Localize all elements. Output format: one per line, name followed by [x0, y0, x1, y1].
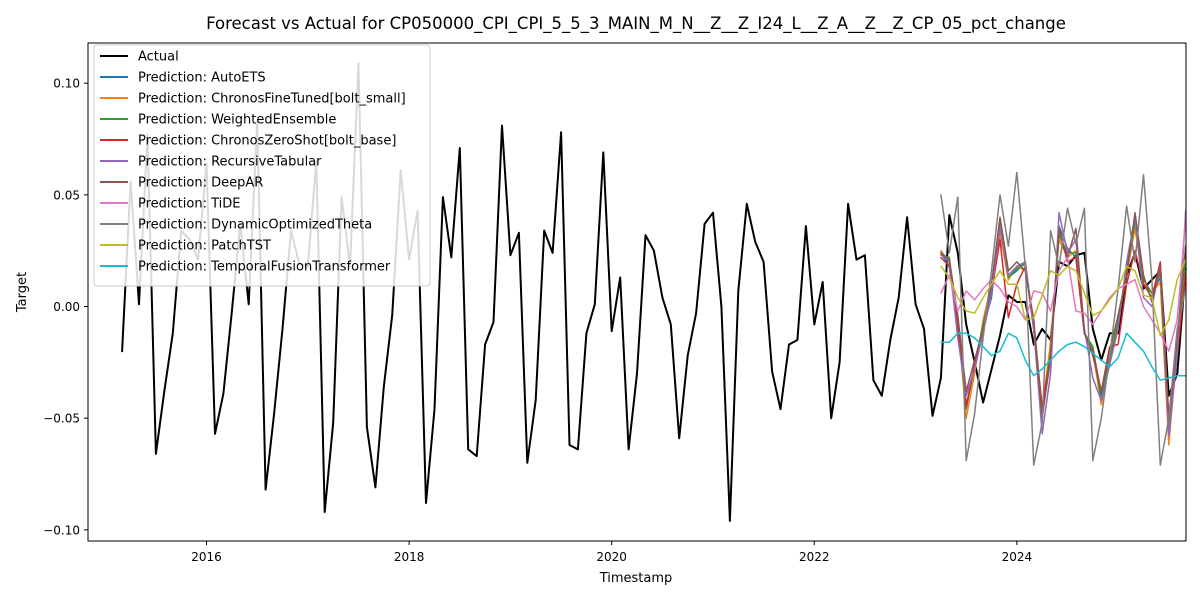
x-tick-label: 2022	[799, 550, 830, 564]
legend-label: Actual	[138, 50, 179, 65]
legend-label: Prediction: RecursiveTabular	[138, 155, 322, 170]
legend-label: Prediction: DynamicOptimizedTheta	[138, 218, 372, 233]
x-axis-label: Timestamp	[599, 571, 673, 586]
legend-label: Prediction: AutoETS	[138, 71, 266, 86]
y-tick-label: −0.10	[43, 523, 80, 537]
legend-label: Prediction: TiDE	[138, 197, 240, 212]
chart-title: Forecast vs Actual for CP050000_CPI_CPI_…	[206, 14, 1066, 34]
legend-label: Prediction: DeepAR	[138, 176, 263, 191]
plot-frame	[87, 42, 1187, 542]
x-tick-label: 2016	[191, 550, 222, 564]
series-line-prediction-deepar	[940, 211, 1187, 419]
x-tick-label: 2020	[596, 550, 627, 564]
x-tick-label: 2018	[394, 550, 425, 564]
series-line-prediction-dynamicoptimizedtheta	[940, 171, 1187, 466]
y-tick-label: 0.05	[53, 188, 80, 202]
x-tick-label: 2024	[1002, 550, 1033, 564]
legend-label: Prediction: PatchTST	[138, 239, 271, 254]
series-line-prediction-temporalfusiontransformer	[940, 332, 1187, 381]
y-axis-label: Target	[15, 272, 30, 313]
legend-label: Prediction: TemporalFusionTransformer	[138, 260, 391, 275]
series-line-prediction-tide	[940, 216, 1187, 352]
legend: Actual Prediction: AutoETS Prediction: Chr…	[93, 44, 431, 287]
legend-label: Prediction: ChronosFineTuned[bolt_small]	[138, 92, 406, 107]
y-tick-label: 0.00	[53, 300, 80, 314]
y-axis-ticks: −0.10 −0.05 0.00 0.05 0.10	[43, 77, 88, 537]
legend-label: Prediction: WeightedEnsemble	[138, 113, 336, 128]
series-line-prediction-patchtst	[940, 258, 1187, 337]
y-tick-label: −0.05	[43, 412, 80, 426]
y-tick-label: 0.10	[53, 77, 80, 91]
legend-box	[93, 44, 431, 287]
x-axis-ticks: 2016 2018 2020 2022 2024	[191, 541, 1032, 564]
legend-label: Prediction: ChronosZeroShot[bolt_base]	[138, 134, 396, 149]
